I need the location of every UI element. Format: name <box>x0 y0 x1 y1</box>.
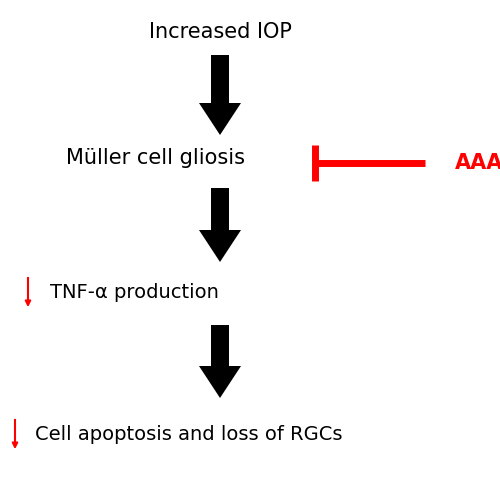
FancyArrow shape <box>199 55 241 135</box>
FancyArrow shape <box>199 325 241 398</box>
Text: Cell apoptosis and loss of RGCs: Cell apoptosis and loss of RGCs <box>35 425 342 444</box>
Text: AAA: AAA <box>455 153 500 173</box>
Text: TNF-α production: TNF-α production <box>50 283 219 302</box>
FancyArrow shape <box>199 188 241 262</box>
Text: Müller cell gliosis: Müller cell gliosis <box>66 148 244 168</box>
Text: Increased IOP: Increased IOP <box>148 22 292 42</box>
